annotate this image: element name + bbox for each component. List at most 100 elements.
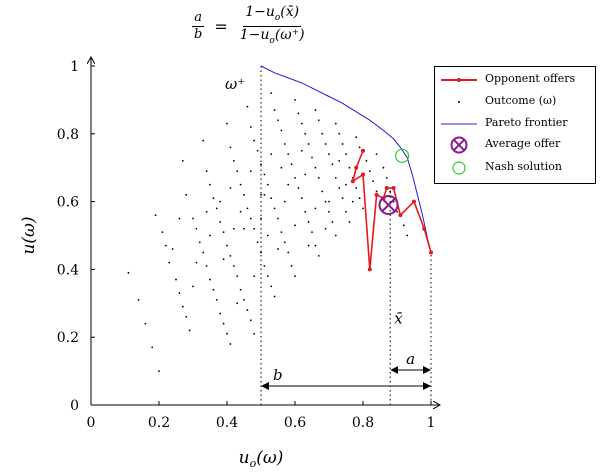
average-offer-marker bbox=[378, 194, 399, 215]
outcome-point bbox=[212, 197, 215, 200]
outcome-point bbox=[185, 315, 188, 318]
formula-lhs-den: b bbox=[194, 26, 203, 42]
outcome-point bbox=[215, 207, 218, 210]
outcome-point bbox=[314, 166, 317, 169]
outcome-point bbox=[249, 319, 252, 322]
outcome-point bbox=[229, 343, 232, 345]
outcome-point bbox=[341, 143, 344, 145]
outcome-point bbox=[277, 119, 279, 122]
outcome-point bbox=[185, 193, 188, 196]
outcome-point bbox=[297, 112, 300, 115]
outcome-point bbox=[229, 146, 232, 149]
opponent-offers bbox=[350, 148, 433, 272]
outcome-point bbox=[368, 170, 371, 172]
legend-label-outcome: Outcome (ω) bbox=[485, 94, 557, 107]
outcome-point bbox=[290, 265, 293, 267]
outcome-point bbox=[358, 146, 361, 149]
outcome-point bbox=[351, 200, 354, 203]
outcome-point bbox=[219, 312, 222, 315]
outcome-point bbox=[334, 234, 337, 237]
outcome-point bbox=[253, 275, 256, 278]
outcome-point bbox=[294, 275, 296, 278]
formula: a b = 1−uo(x̄) 1−uo(ω⁺) bbox=[188, 4, 311, 49]
legend: Opponent offers Outcome (ω) Pareto front… bbox=[434, 66, 596, 184]
outcome-point bbox=[253, 227, 256, 230]
outcome-point bbox=[219, 200, 222, 203]
outcome-point bbox=[164, 244, 167, 247]
opponent-offer-point bbox=[398, 213, 403, 218]
outcome-point bbox=[232, 227, 235, 230]
outcome-point bbox=[348, 166, 351, 169]
outcome-point bbox=[280, 129, 283, 132]
y-tick-label: 0.6 bbox=[57, 195, 79, 211]
legend-item-opponent-offers: Opponent offers bbox=[435, 71, 595, 89]
outcome-point bbox=[260, 217, 262, 220]
outcome-point bbox=[205, 170, 208, 172]
outcome-point bbox=[294, 224, 296, 227]
outcome-point bbox=[222, 231, 225, 234]
outcome-point bbox=[151, 346, 154, 349]
outcome-point bbox=[341, 197, 344, 200]
outcome-point bbox=[328, 153, 330, 156]
legend-item-nash: Nash solution bbox=[435, 159, 595, 177]
outcome-point bbox=[171, 248, 174, 250]
outcome-point bbox=[256, 149, 259, 152]
legend-item-pareto: Pareto frontier bbox=[435, 115, 595, 133]
outcome-point bbox=[202, 139, 205, 142]
outcome-point bbox=[385, 176, 388, 179]
outcome-point bbox=[144, 322, 147, 325]
opponent-offer-point bbox=[422, 226, 427, 231]
y-tick-label: 1 bbox=[70, 59, 79, 75]
formula-rhs-den-text: 1−u bbox=[239, 26, 270, 43]
outcome-point bbox=[294, 99, 296, 101]
formula-rhs-den-arg: (ω⁺) bbox=[274, 26, 305, 43]
outcome-points bbox=[127, 92, 409, 372]
legend-label-pareto: Pareto frontier bbox=[485, 116, 568, 129]
outcome-point bbox=[161, 231, 164, 234]
outcome-point bbox=[355, 136, 358, 139]
outcome-point bbox=[375, 190, 378, 193]
y-tick-label: 0.4 bbox=[57, 262, 79, 278]
chart-axes: 0 0.2 0.4 0.6 0.8 1 0 0.2 0.4 0.6 0.8 1 bbox=[57, 58, 439, 431]
formula-rhs-num-sub: o bbox=[274, 12, 281, 23]
a-label: a bbox=[406, 350, 415, 368]
outcome-point bbox=[273, 207, 276, 210]
outcome-point bbox=[283, 241, 286, 244]
y-tick-label: 0.2 bbox=[57, 330, 79, 346]
line-icon bbox=[441, 123, 477, 125]
outcome-point bbox=[192, 285, 194, 288]
outcome-point bbox=[345, 210, 347, 213]
circle-icon bbox=[452, 161, 466, 175]
x-tick-label: 0 bbox=[87, 415, 96, 431]
outcome-point bbox=[334, 122, 337, 125]
outcome-point bbox=[226, 244, 228, 247]
outcome-point bbox=[181, 305, 184, 308]
formula-rhs-den: 1−uo(ω⁺) bbox=[238, 27, 307, 49]
outcome-point bbox=[328, 210, 330, 213]
opponent-offers-line bbox=[351, 150, 432, 270]
outcome-point bbox=[188, 329, 191, 332]
outcome-point bbox=[365, 160, 368, 162]
outcome-point bbox=[331, 221, 334, 223]
outcome-point bbox=[280, 166, 283, 169]
opponent-offer-point bbox=[412, 199, 416, 204]
x-tick-label: 0.4 bbox=[216, 415, 238, 431]
outcome-point bbox=[222, 258, 225, 261]
outcome-point bbox=[239, 183, 242, 186]
outcome-point bbox=[382, 166, 385, 169]
outcome-point bbox=[249, 170, 252, 172]
outcome-point bbox=[324, 227, 327, 230]
outcome-point bbox=[290, 163, 293, 166]
outcome-point bbox=[215, 299, 218, 301]
outcome-point bbox=[192, 217, 194, 220]
outcome-point bbox=[270, 153, 273, 156]
outcome-point bbox=[219, 221, 222, 223]
outcome-point bbox=[239, 288, 242, 291]
x-bar-label: x̄ bbox=[394, 310, 403, 328]
outcome-point bbox=[236, 302, 239, 305]
omega-plus-label: ω⁺ bbox=[225, 75, 245, 93]
outcome-point bbox=[229, 187, 232, 189]
outcome-point bbox=[273, 109, 276, 111]
outcome-point bbox=[348, 221, 351, 223]
outcome-point bbox=[304, 210, 307, 213]
